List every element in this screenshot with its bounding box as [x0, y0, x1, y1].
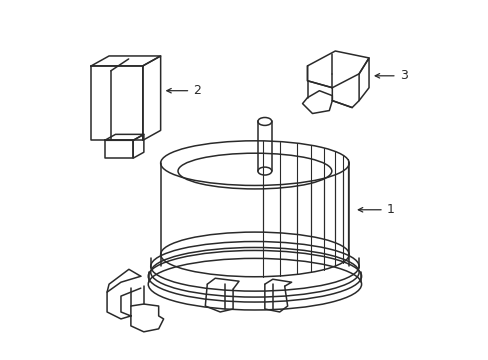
Text: 2: 2 — [193, 84, 201, 97]
Text: 1: 1 — [386, 203, 394, 216]
Text: 3: 3 — [399, 69, 407, 82]
